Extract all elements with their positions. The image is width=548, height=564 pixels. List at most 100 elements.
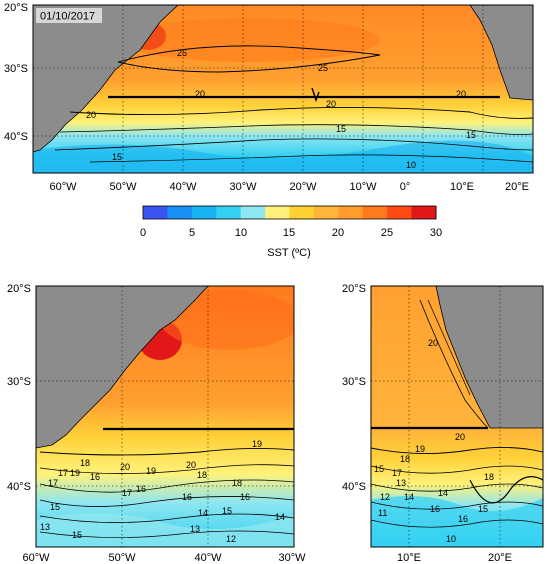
lon-label: 10°W (349, 181, 377, 193)
lon-label: 20°E (505, 181, 529, 193)
contour-label: 10 (446, 534, 456, 544)
top-lon-labels: 60°W 50°W 40°W 30°W 20°W 10°W 0° 10°E 20… (49, 181, 529, 193)
lon-label: 50°W (109, 181, 137, 193)
contour-label: 20 (428, 338, 438, 348)
lon-label: 20°W (289, 181, 317, 193)
lon-label: 40°W (169, 181, 197, 193)
contour-label: 15 (374, 464, 384, 474)
contour-label: 20 (195, 89, 205, 99)
lat-label: 40°S (7, 481, 31, 493)
contour-label: 16 (136, 484, 146, 494)
left-lat-labels: 20°S 30°S 40°S (7, 283, 31, 493)
lon-label: 30°W (278, 552, 306, 564)
colorbar-cell (289, 206, 315, 219)
lon-label: 10°E (397, 552, 421, 564)
contour-label: 16 (458, 514, 468, 524)
colorbar-tick: 15 (283, 227, 295, 239)
top-map-frame (32, 4, 534, 174)
contour-label: 15 (466, 130, 476, 140)
colorbar-cell (143, 206, 168, 219)
colorbar-title: SST (ºC) (267, 247, 311, 259)
africa-land (435, 286, 543, 429)
contour-label: 16 (182, 492, 192, 502)
date-label: 01/10/2017 (40, 11, 95, 23)
lon-label: 10°E (450, 181, 474, 193)
left-contour-labels: 20 19 19 20 18 17 19 18 16 16 17 18 16 1… (40, 439, 285, 544)
lat-label: 30°S (342, 376, 366, 388)
lat-label: 30°S (7, 376, 31, 388)
contour-label: 12 (380, 492, 390, 502)
contour-label: 15 (72, 530, 82, 540)
contour-label: 18 (484, 472, 494, 482)
contour-label: 14 (275, 512, 285, 522)
contour-label: 19 (252, 439, 262, 449)
contour-label: 17 (392, 468, 402, 478)
contour-label: 13 (40, 522, 50, 532)
colorbar-cell (240, 206, 266, 219)
colorbar-tick: 0 (140, 227, 146, 239)
contour-label: 16 (240, 492, 250, 502)
contour-label: 18 (400, 454, 410, 464)
contour-label: 11 (378, 508, 387, 518)
contour-label: 15 (50, 502, 60, 512)
right-map-frame (370, 285, 544, 548)
lat-label: 20°S (7, 283, 31, 295)
contour-label: 15 (112, 152, 122, 162)
contour-label: 20 (326, 99, 336, 109)
colorbar-tick: 5 (189, 227, 195, 239)
left-lon-labels: 60°W 50°W 40°W 30°W (22, 552, 306, 564)
contour-label: 13 (396, 478, 406, 488)
top-contour-labels: 25 25 20 20 20 20 15 15 15 10 (86, 48, 476, 170)
contour-label: 12 (226, 534, 236, 544)
contour-label: 18 (232, 478, 242, 488)
contour-label: 16 (90, 472, 100, 482)
contour-label: 20 (455, 432, 465, 442)
colorbar-cell (167, 206, 193, 219)
right-contour-labels: 20 20 19 18 15 17 16 14 13 12 11 18 10 1… (374, 338, 494, 544)
contour-label: 17 (48, 478, 58, 488)
date-box (36, 8, 102, 23)
contour-label: 18 (197, 470, 207, 480)
lat-label: 20°S (4, 2, 28, 14)
lon-label: 60°W (49, 181, 77, 193)
contour-label: 15 (336, 124, 346, 134)
contour-label: 14 (404, 492, 414, 502)
bottom-left-map: 20 19 19 20 18 17 19 18 16 16 17 18 16 1… (7, 283, 306, 564)
colorbar-cell (313, 206, 339, 219)
lon-label: 40°W (194, 552, 222, 564)
left-map-frame (35, 285, 295, 548)
lon-label: 50°W (108, 552, 136, 564)
lon-label: 60°W (22, 552, 50, 564)
africa-land (469, 5, 533, 101)
lat-label: 40°S (342, 481, 366, 493)
top-lat-labels: 20°S 30°S 40°S (4, 2, 28, 143)
colorbar-cell (216, 206, 242, 219)
contour-label: 19 (415, 444, 425, 454)
colorbar-tick: 30 (430, 227, 442, 239)
contour-label: 20 (120, 462, 130, 472)
contour-label: 25 (318, 63, 328, 73)
colorbar-frame (142, 205, 437, 220)
contour-label: 18 (80, 458, 90, 468)
contour-label: 10 (406, 160, 416, 170)
south-america-land (33, 5, 179, 153)
contour-label: 13 (190, 524, 200, 534)
colorbar-tick: 20 (332, 227, 344, 239)
contour-label: 20 (456, 89, 466, 99)
colorbar-cell (387, 206, 413, 219)
colorbar-cell (265, 206, 290, 219)
colorbar-ticks: 0 5 10 15 20 25 30 (140, 227, 442, 239)
lat-label: 20°S (342, 283, 366, 295)
contour-label: 16 (430, 504, 440, 514)
colorbar-tick: 10 (235, 227, 247, 239)
colorbar-cell (362, 206, 388, 219)
colorbar-cell (191, 206, 217, 219)
contour-label: 17 (58, 468, 68, 478)
bottom-right-map: 20 20 19 18 15 17 16 14 13 12 11 18 10 1… (342, 283, 544, 564)
contour-label: 19 (146, 466, 156, 476)
lat-label: 30°S (4, 63, 28, 75)
top-map: 01/10/2017 25 25 20 20 20 20 15 15 15 10… (4, 2, 534, 193)
contour-label: 15 (222, 506, 232, 516)
contour-label: 20 (86, 110, 96, 120)
